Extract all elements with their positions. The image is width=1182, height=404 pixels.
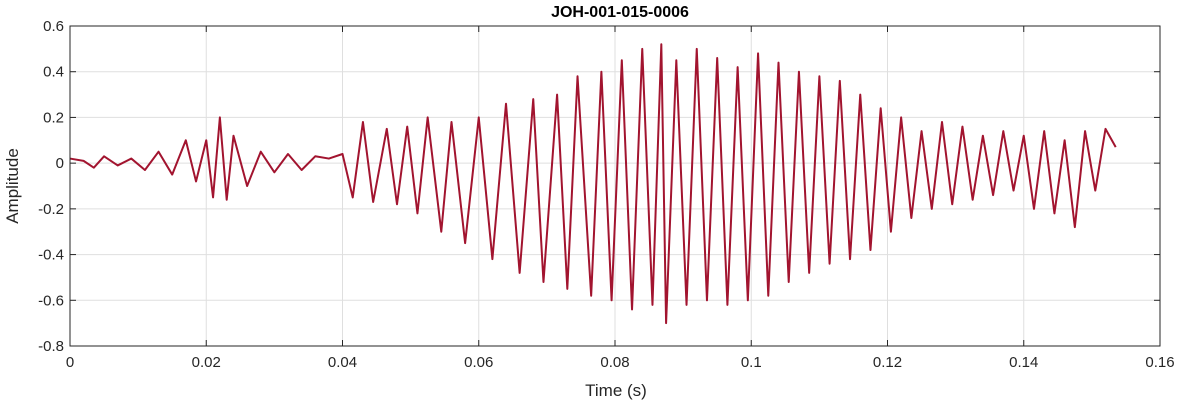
y-tick-label: 0.4	[43, 64, 64, 81]
y-tick-label: -0.2	[38, 201, 64, 218]
x-tick-label: 0.12	[873, 354, 902, 371]
y-tick-label: 0	[56, 155, 64, 172]
plot-area	[69, 43, 1117, 325]
x-tick-label: 0.14	[1009, 354, 1038, 371]
axes: 0 0.02 0.04 0.06 0.08 0.1 0.12 0.14 0.16 -0.8 -0.6…	[38, 18, 1174, 371]
y-tick-label: 0.2	[43, 109, 64, 126]
x-tick-label: 0.02	[192, 354, 221, 371]
chart-title: JOH-001-015-0006	[551, 4, 689, 21]
x-tick-label: 0.1	[741, 354, 762, 371]
y-axis-label: Amplitude	[3, 148, 22, 224]
x-tick-label: 0	[66, 354, 74, 371]
x-tick-label: 0.08	[600, 354, 629, 371]
waveform-line	[69, 43, 1117, 325]
y-tick-label: -0.8	[38, 338, 64, 355]
x-axis-label: Time (s)	[585, 381, 647, 400]
x-tick-label: 0.16	[1145, 354, 1174, 371]
x-tick-label: 0.04	[328, 354, 357, 371]
y-tick-label: 0.6	[43, 18, 64, 35]
y-tick-label: -0.6	[38, 292, 64, 309]
x-tick-label: 0.06	[464, 354, 493, 371]
axes-box	[69, 25, 1161, 347]
grid	[69, 25, 1161, 347]
y-tick-label: -0.4	[38, 247, 64, 264]
